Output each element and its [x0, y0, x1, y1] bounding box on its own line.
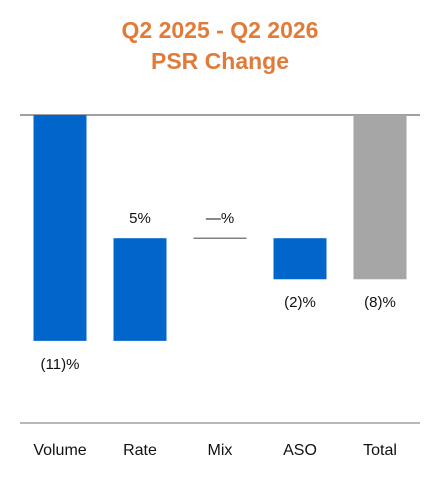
- x-tick-label: ASO: [283, 442, 317, 459]
- data-label: (11)%: [41, 356, 80, 373]
- x-tick-label: Rate: [123, 442, 157, 459]
- data-label: —%: [206, 210, 234, 227]
- bar: [33, 115, 87, 341]
- bar: [113, 238, 167, 341]
- data-label: (8)%: [364, 294, 396, 311]
- chart-title: Q2 2025 - Q2 2026: [122, 17, 319, 43]
- x-tick-label: Mix: [208, 442, 233, 459]
- bar: [273, 238, 327, 280]
- bar: [353, 115, 407, 280]
- x-tick-label: Volume: [33, 442, 86, 459]
- data-label: (2)%: [284, 294, 316, 311]
- x-tick-label: Total: [363, 442, 397, 459]
- data-label: 5%: [129, 210, 151, 227]
- chart-title: PSR Change: [151, 48, 289, 74]
